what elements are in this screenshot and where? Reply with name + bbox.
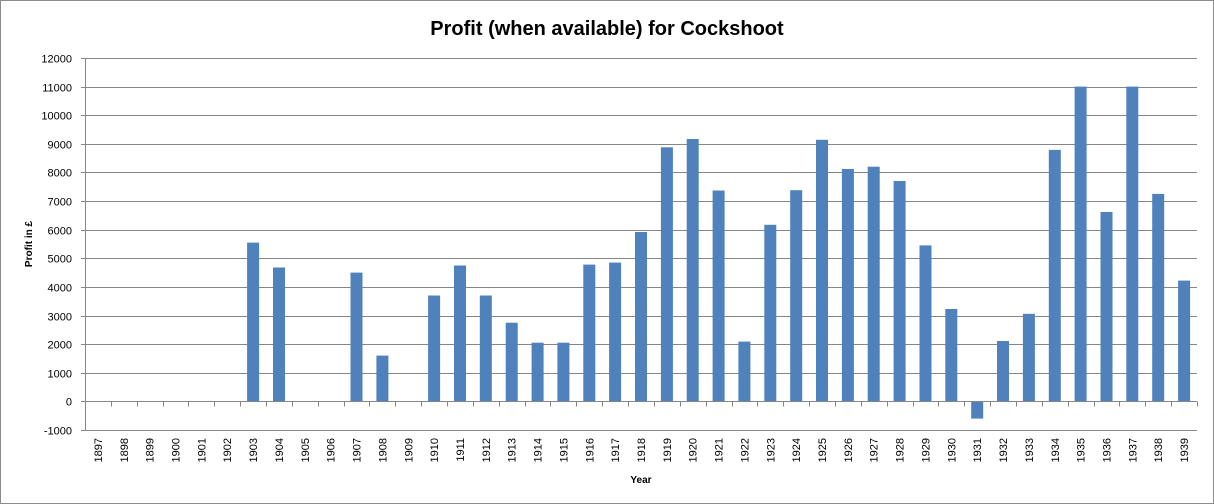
y-tick-label: 12000 [41, 54, 72, 66]
y-tick-label: 9000 [48, 140, 72, 152]
x-tick-label: 1898 [119, 438, 131, 462]
bar-1922 [738, 341, 751, 402]
bar-1912 [479, 295, 492, 402]
y-tick-label: 3000 [48, 312, 72, 324]
x-tick-label: 1907 [352, 438, 364, 462]
x-tick-label: 1928 [895, 438, 907, 462]
x-tick-label: 1903 [248, 438, 260, 462]
x-tick-label: 1929 [921, 438, 933, 462]
bar-1931 [971, 401, 984, 419]
x-tick-label: 1925 [817, 438, 829, 462]
x-tick-label: 1936 [1102, 438, 1114, 462]
bar-1928 [893, 181, 906, 402]
x-tick-label: 1934 [1050, 438, 1062, 462]
y-tick-label: 0 [66, 397, 72, 409]
x-tick-label: 1916 [584, 438, 596, 462]
x-tick-label: 1917 [610, 438, 622, 462]
x-tick-label: 1924 [791, 438, 803, 462]
x-tick-label: 1931 [972, 438, 984, 462]
x-tick-label: 1913 [507, 438, 519, 462]
bar-1924 [790, 190, 803, 402]
bar-1904 [273, 267, 285, 402]
x-tick-label: 1939 [1179, 438, 1191, 462]
x-tick-label: 1926 [843, 438, 855, 462]
x-tick-label: 1899 [145, 438, 157, 462]
y-tick-label: 11000 [42, 83, 72, 95]
x-axis-label: Year [630, 475, 651, 486]
y-tick-label: 5000 [48, 254, 72, 266]
x-tick-label: 1932 [998, 438, 1010, 462]
bar-1936 [1100, 212, 1113, 402]
x-tick-label: 1904 [274, 438, 286, 462]
bar-1919 [660, 147, 673, 402]
bar-1929 [919, 245, 932, 402]
x-tick-label: 1922 [739, 438, 751, 462]
x-tick-label: 1933 [1024, 438, 1036, 462]
x-tick-label: 1900 [171, 438, 183, 462]
bar-1903 [247, 242, 260, 402]
chart-title: Profit (when available) for Cockshoot [430, 18, 784, 40]
bar-1925 [816, 139, 828, 402]
x-tick-label: 1937 [1127, 438, 1139, 462]
bar-1911 [454, 265, 466, 402]
x-tick-label: 1910 [429, 438, 441, 462]
y-axis-ticks: -1000 0 1000 2000 3000 4000 5000 6000 7000 8000 90… [41, 54, 85, 438]
y-axis-label: Profit in £ [24, 221, 35, 268]
bar-1916 [583, 264, 596, 402]
x-tick-label: 1905 [300, 438, 312, 462]
bar-1927 [867, 166, 880, 402]
bar-1939 [1178, 280, 1191, 402]
x-tick-label: 1915 [558, 438, 570, 462]
x-tick-label: 1921 [714, 438, 726, 462]
bar-1933 [1022, 313, 1035, 402]
x-tick-label: 1923 [765, 438, 777, 462]
bars [247, 86, 1191, 419]
y-tick-label: 7000 [48, 197, 72, 209]
bar-1920 [686, 139, 699, 402]
bar-1907 [350, 272, 363, 402]
bar-1914 [531, 342, 544, 402]
y-tick-label: 8000 [48, 168, 72, 180]
bar-1917 [609, 262, 622, 402]
bar-1921 [712, 190, 725, 402]
bar-1938 [1152, 193, 1165, 402]
x-tick-label: 1912 [481, 438, 493, 462]
x-tick-label: 1906 [326, 438, 338, 462]
x-tick-label: 1930 [946, 438, 958, 462]
y-tick-label: 1000 [48, 369, 72, 381]
x-tick-label: 1908 [377, 438, 389, 462]
x-tick-label: 1914 [533, 438, 545, 462]
x-tick-label: 1901 [196, 438, 208, 462]
x-tick-label: 1911 [455, 438, 467, 462]
x-tick-label: 1897 [93, 438, 105, 462]
bar-1934 [1048, 149, 1061, 402]
bar-1932 [997, 341, 1009, 402]
y-tick-label: 2000 [48, 340, 72, 352]
x-tick-label: 1935 [1076, 438, 1088, 462]
bar-1923 [764, 224, 777, 402]
x-tick-label: 1938 [1153, 438, 1165, 462]
x-tick-label: 1927 [869, 438, 881, 462]
bar-1913 [505, 322, 518, 402]
y-tick-label: -1000 [44, 426, 72, 438]
y-tick-label: 10000 [41, 111, 72, 123]
y-tick-label: 6000 [48, 226, 72, 238]
bar-1918 [635, 232, 647, 402]
bar-1908 [376, 355, 389, 402]
y-tick-label: 4000 [48, 283, 72, 295]
bar-1926 [841, 169, 854, 402]
bar-1935 [1074, 86, 1087, 402]
x-axis-ticks: 1897 1898 1899 1900 1901 1902 1903 1904 1905 1906… [85, 401, 1198, 462]
x-tick-label: 1918 [636, 438, 648, 462]
bar-1937 [1126, 86, 1139, 402]
bar-1915 [557, 342, 570, 402]
x-tick-label: 1919 [662, 438, 674, 462]
x-tick-label: 1920 [688, 438, 700, 462]
bar-1930 [945, 309, 958, 402]
x-tick-label: 1909 [403, 438, 415, 462]
x-tick-label: 1902 [222, 438, 234, 462]
bar-1910 [428, 295, 441, 402]
